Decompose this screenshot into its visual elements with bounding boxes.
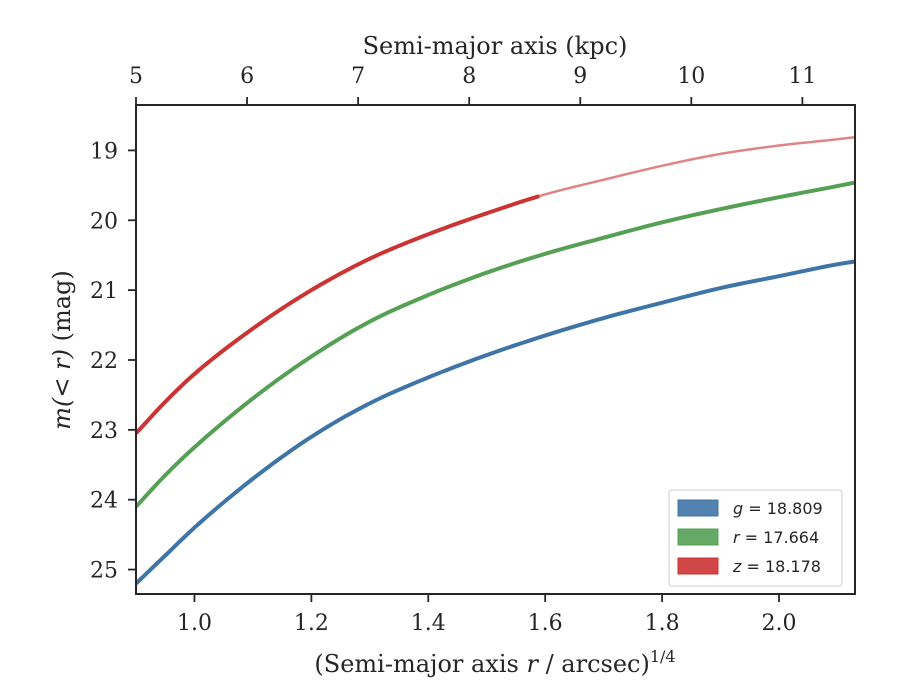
y-axis-title: m(< r) (mag) [48, 270, 76, 430]
x-tick-label: 1.2 [294, 611, 329, 636]
legend-swatch-z [677, 557, 719, 575]
top-tick-label: 11 [788, 64, 816, 89]
series-z-faded-line [538, 135, 856, 198]
top-tick-label: 5 [129, 64, 143, 89]
top-tick-label: 10 [677, 64, 705, 89]
y-tick-label: 23 [90, 419, 118, 444]
y-tick-label: 21 [90, 279, 118, 304]
y-tick-label: 19 [90, 139, 118, 164]
y-tick-label: 24 [90, 489, 118, 514]
top-tick-label: 6 [240, 64, 254, 89]
series-z-line [134, 194, 540, 435]
x-tick-label: 2.0 [762, 611, 797, 636]
series-g-line [134, 259, 856, 585]
legend-swatch-g [677, 499, 719, 517]
top-axis-title: Semi-major axis (kpc) [363, 32, 628, 60]
top-tick-label: 8 [462, 64, 476, 89]
legend-label-g: g = 18.809 [733, 499, 823, 518]
plot-lines [134, 135, 856, 585]
legend: g = 18.809 r = 17.664 z = 18.178 [668, 489, 843, 587]
series-r-line [134, 180, 856, 509]
x-tick-label: 1.4 [411, 611, 446, 636]
x-tick-label: 1.8 [645, 611, 680, 636]
axes-frame [135, 104, 856, 595]
top-tick-label: 9 [573, 64, 587, 89]
x-axis-title: (Semi-major axis r / arcsec)1/4 [314, 647, 675, 678]
top-tick-label: 7 [351, 64, 365, 89]
y-tick-label: 25 [90, 559, 118, 584]
legend-swatch-r [677, 528, 719, 546]
y-tick-label: 22 [90, 349, 118, 374]
legend-label-z: z = 18.178 [732, 557, 821, 576]
y-tick-label: 20 [90, 209, 118, 234]
x-tick-label: 1.6 [528, 611, 563, 636]
ticks-layer: 1.0 1.2 1.4 1.6 1.8 2.0 5 6 7 8 9 10 11 19 20 21 22 23 24 2… [90, 64, 816, 636]
legend-label-r: r = 17.664 [733, 528, 819, 547]
x-tick-label: 1.0 [177, 611, 212, 636]
